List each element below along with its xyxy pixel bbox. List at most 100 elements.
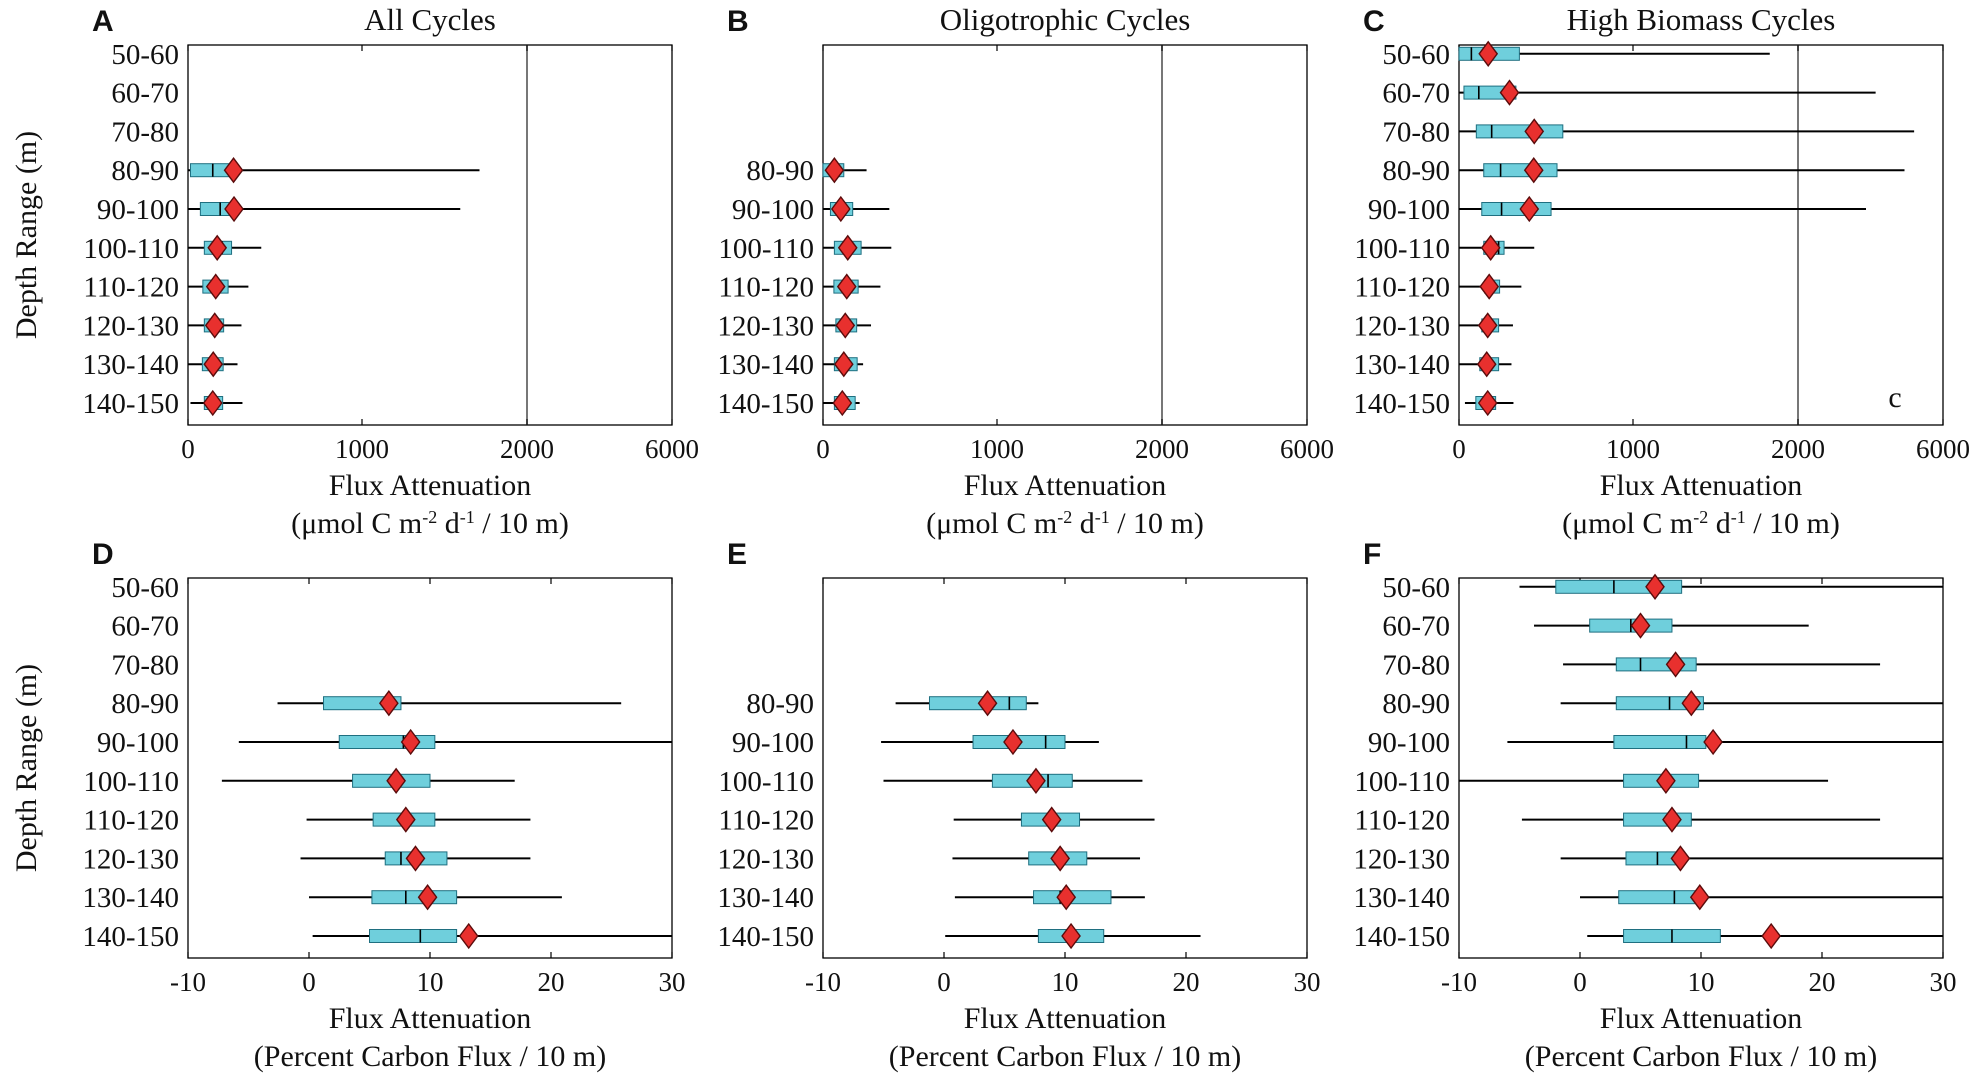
- y-tick-label: 140-150: [82, 921, 179, 953]
- y-tick-label: 60-70: [111, 78, 179, 110]
- panel-letter: F: [1363, 538, 1381, 571]
- x-tick-label: 0: [816, 434, 830, 464]
- y-tick-label: 140-150: [1353, 388, 1450, 420]
- mean-diamond: [830, 195, 851, 223]
- x-tick-label: 6000: [1916, 434, 1970, 464]
- x-axis-label: Flux Attenuation: [329, 469, 532, 502]
- box-row-100-110: [883, 767, 1143, 794]
- x-axis-label: Flux Attenuation: [964, 1002, 1167, 1035]
- y-tick-label: 130-140: [82, 882, 179, 914]
- mean-diamond: [1662, 806, 1682, 833]
- panel-F: F -10 0 10 20 30 Flux Attenuation (Percent Carb…: [1353, 538, 1956, 1073]
- x-axis-label: Flux Attenuation: [1600, 469, 1803, 502]
- x-tick-label: 2000: [1135, 434, 1189, 464]
- box-row-120-130: [823, 312, 872, 339]
- box-row-90-100: [823, 195, 890, 223]
- mean-diamond: [836, 273, 857, 300]
- panel-letter: B: [727, 5, 749, 38]
- unit-text: (μmol C m: [926, 507, 1057, 540]
- box-row-140-150: [1464, 389, 1514, 417]
- panel-title: High Biomass Cycles: [1567, 2, 1836, 37]
- x-tick-label: 2000: [500, 434, 554, 464]
- mean-diamond: [1519, 195, 1540, 223]
- box-row-140-150: [1587, 922, 1943, 950]
- mean-diamond: [395, 806, 416, 833]
- box-row-140-150: [190, 389, 243, 417]
- panel-title: Oligotrophic Cycles: [940, 2, 1191, 37]
- box-row-110-120: [188, 273, 249, 300]
- box-row-80-90: [188, 157, 480, 184]
- mean-diamond: [1056, 884, 1077, 911]
- unit-text: (Percent Carbon Flux / 10 m): [254, 1040, 606, 1073]
- mean-diamond: [1041, 806, 1062, 833]
- y-tick-label: 130-140: [717, 882, 814, 914]
- mean-diamond: [1050, 845, 1071, 872]
- mean-diamond: [224, 195, 244, 223]
- box-row-50-60: [1519, 573, 1943, 600]
- y-tick-label: 60-70: [1382, 78, 1450, 110]
- axes-frame: [1458, 44, 1944, 426]
- y-tick-label: 120-130: [1353, 843, 1450, 875]
- y-tick-label: 80-90: [1382, 155, 1450, 187]
- box-row-100-110: [188, 234, 262, 261]
- mean-diamond: [977, 690, 998, 717]
- mean-diamond: [835, 312, 856, 339]
- mean-diamond: [1761, 922, 1782, 950]
- box-row-80-90: [277, 690, 622, 717]
- mean-diamond: [1477, 389, 1498, 417]
- x-tick-label: -10: [805, 967, 841, 997]
- x-tick-label: 20: [1173, 967, 1200, 997]
- box-row-130-140: [309, 884, 562, 911]
- y-tick-label: 90-100: [97, 194, 179, 226]
- panel-letter: C: [1363, 5, 1385, 38]
- y-tick-label: 110-120: [1354, 272, 1450, 304]
- mean-diamond: [1689, 884, 1710, 911]
- y-tick-label: 110-120: [83, 272, 179, 304]
- iqr-box: [1613, 735, 1707, 749]
- y-tick-label: 140-150: [82, 388, 179, 420]
- y-axis-label: Depth Range (m): [10, 131, 43, 339]
- y-tick-label: 80-90: [1382, 688, 1450, 720]
- x-tick-label: 0: [1573, 967, 1587, 997]
- box-row-50-60: [1458, 40, 1770, 67]
- y-tick-label: 140-150: [717, 388, 814, 420]
- box-row-120-130: [1560, 845, 1943, 872]
- box-row-110-120: [1459, 273, 1522, 300]
- y-tick-label: 100-110: [1354, 766, 1450, 798]
- unit-text: d: [437, 507, 460, 540]
- box-row-70-80: [1459, 118, 1915, 145]
- panel-E: E -10 0 10 20 30 Flux Attenuation (Percent Carb…: [717, 538, 1320, 1073]
- mean-diamond: [458, 922, 479, 950]
- y-tick-label: 100-110: [718, 233, 814, 265]
- x-axis-label: Flux Attenuation: [1600, 1002, 1803, 1035]
- x-tick-label: 0: [181, 434, 195, 464]
- mean-diamond: [203, 351, 224, 378]
- axes-frame: [822, 44, 1308, 426]
- y-axis-label: Depth Range (m): [10, 664, 43, 872]
- x-axis-unit: (Percent Carbon Flux / 10 m): [889, 1040, 1241, 1073]
- box-row-100-110: [221, 767, 515, 794]
- unit-text: / 10 m): [1110, 507, 1204, 540]
- mean-diamond: [1026, 767, 1046, 794]
- mean-diamond: [824, 157, 845, 184]
- x-tick-label: 30: [659, 967, 686, 997]
- x-tick-label: 6000: [645, 434, 699, 464]
- box-row-100-110: [823, 234, 892, 261]
- box-row-60-70: [1459, 79, 1876, 106]
- y-tick-label: 130-140: [717, 349, 814, 381]
- y-tick-label: 120-130: [82, 843, 179, 875]
- x-axis-label: Flux Attenuation: [329, 1002, 532, 1035]
- y-tick-label: 60-70: [111, 611, 179, 643]
- mean-diamond: [1061, 922, 1081, 950]
- unit-superscript: -2: [422, 507, 437, 527]
- y-tick-label: 130-140: [1353, 882, 1450, 914]
- box-row-100-110: [1459, 767, 1829, 794]
- box-row-130-140: [823, 351, 864, 378]
- box-row-140-150: [945, 922, 1201, 950]
- panel-letter: A: [92, 5, 114, 38]
- mean-diamond: [207, 234, 228, 261]
- x-axis-unit: (μmol C m-2 d-1 / 10 m): [291, 507, 569, 540]
- mean-diamond: [204, 312, 225, 339]
- y-tick-label: 90-100: [97, 727, 179, 759]
